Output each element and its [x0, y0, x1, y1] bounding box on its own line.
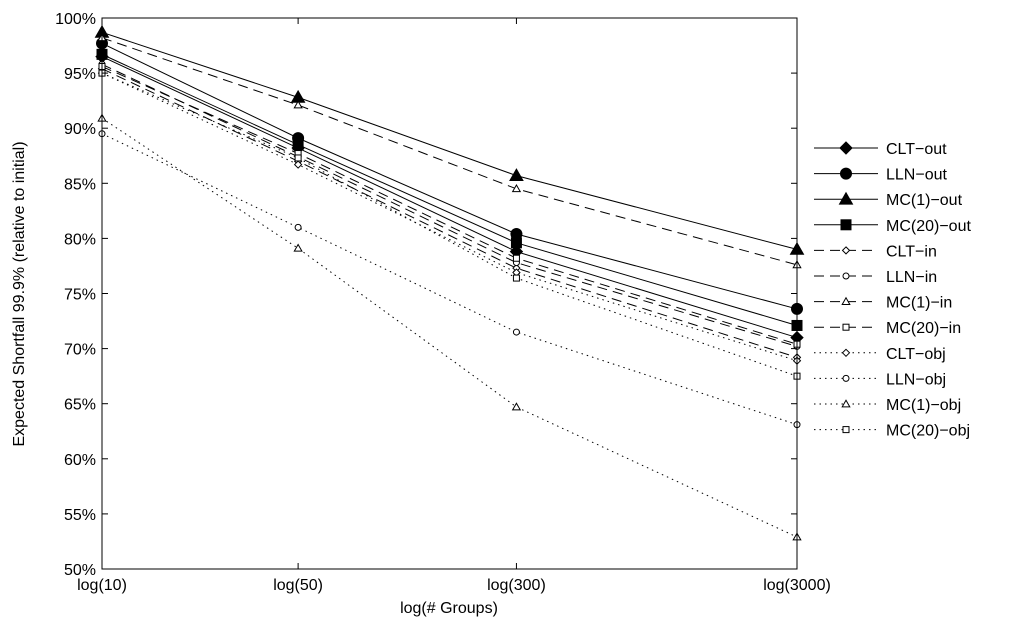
- data-point: [293, 100, 303, 109]
- legend-label: CLT−out: [886, 141, 947, 158]
- y-tick-label: 55%: [64, 507, 96, 524]
- legend-label: LLN−obj: [886, 371, 946, 388]
- plot-area: [102, 18, 797, 569]
- legend-marker: [841, 348, 851, 358]
- legend-marker: [840, 219, 852, 231]
- x-axis: log(10) log(50) log(300) log(3000): [77, 18, 831, 594]
- series-line: [101, 63, 798, 347]
- legend-label: MC(1)−in: [886, 295, 952, 312]
- data-point: [512, 328, 520, 336]
- legend-label: LLN−in: [886, 269, 937, 286]
- y-tick-label: 60%: [64, 452, 96, 469]
- series-line: [101, 72, 798, 377]
- y-axis-label: Expected Shortfall 99.9% (relative to in…: [11, 141, 28, 446]
- legend-label: MC(20)−in: [886, 320, 961, 337]
- legend-marker: [840, 167, 852, 180]
- data-point: [294, 223, 302, 231]
- series-line: [101, 31, 798, 250]
- series-lines: [101, 31, 798, 538]
- x-tick-label: log(50): [273, 577, 323, 594]
- legend-label: MC(1)−out: [886, 192, 963, 209]
- y-tick-label: 65%: [64, 397, 96, 414]
- data-point: [512, 254, 520, 262]
- data-point: [511, 402, 522, 411]
- series-line: [101, 68, 798, 358]
- data-point: [512, 274, 520, 282]
- x-tick-label: log(10): [77, 577, 127, 594]
- legend-marker: [841, 296, 851, 305]
- legend-marker: [842, 426, 850, 434]
- legend-marker: [841, 399, 851, 408]
- legend-box: [806, 130, 1006, 446]
- legend: CLT−out LLN−out MC(1)−out MC(20)−out CLT−in L…: [806, 130, 1006, 446]
- legend-label: MC(20)−out: [886, 218, 971, 235]
- y-tick-label: 85%: [64, 176, 96, 193]
- y-tick-label: 50%: [64, 562, 96, 579]
- legend-label: CLT−in: [886, 243, 937, 260]
- legend-label: CLT−obj: [886, 346, 946, 363]
- legend-label: MC(20)−obj: [886, 423, 970, 440]
- data-point: [294, 154, 302, 162]
- y-tick-label: 80%: [64, 231, 96, 248]
- data-point: [292, 139, 304, 151]
- x-axis-label: log(# Groups): [400, 600, 498, 617]
- data-point: [511, 184, 522, 193]
- x-tick-label: log(3000): [763, 577, 831, 594]
- legend-marker: [838, 191, 854, 205]
- y-tick-label: 95%: [64, 66, 96, 83]
- y-tick-label: 100%: [55, 11, 96, 28]
- legend-marker: [839, 141, 853, 155]
- y-tick-label: 70%: [64, 342, 96, 359]
- legend-marker: [841, 246, 851, 255]
- data-point: [293, 243, 303, 252]
- y-axis: 50% 55% 60% 65% 70% 75% 80% 85% 90% 95% 100%: [55, 11, 797, 579]
- x-tick-label: log(300): [487, 577, 546, 594]
- data-point: [510, 237, 522, 249]
- legend-marker: [842, 323, 850, 331]
- y-tick-label: 75%: [64, 287, 96, 304]
- legend-label: MC(1)−obj: [886, 397, 961, 414]
- series-line: [101, 42, 798, 310]
- series-line: [101, 56, 798, 339]
- legend-marker: [842, 272, 850, 280]
- legend-label: LLN−out: [886, 167, 947, 184]
- y-tick-label: 90%: [64, 121, 96, 138]
- series-line: [101, 53, 798, 326]
- legend-marker: [842, 374, 850, 382]
- data-point: [293, 160, 303, 169]
- data-point: [509, 168, 524, 181]
- series-line: [101, 37, 798, 266]
